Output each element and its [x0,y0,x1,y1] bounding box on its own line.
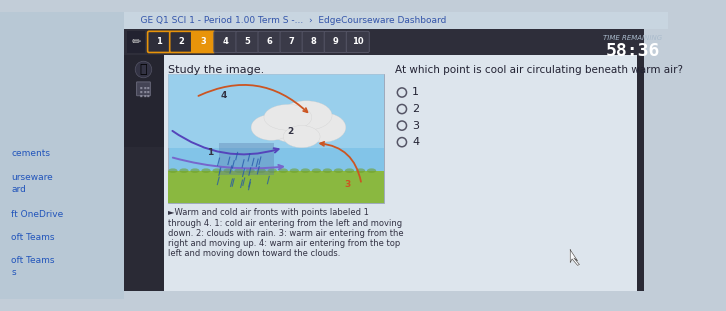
Ellipse shape [323,168,332,173]
FancyBboxPatch shape [236,31,259,53]
Text: Study the image.: Study the image. [168,65,264,75]
Ellipse shape [345,168,354,173]
Text: 9: 9 [333,37,338,46]
Text: 3: 3 [412,121,419,131]
Text: urseware: urseware [11,174,53,183]
FancyArrowPatch shape [198,85,307,112]
Polygon shape [570,250,579,265]
Ellipse shape [290,168,299,173]
Text: 5: 5 [245,37,250,46]
Ellipse shape [234,168,244,173]
Text: ■: ■ [147,90,150,94]
Ellipse shape [334,168,343,173]
FancyArrowPatch shape [320,142,361,182]
Ellipse shape [279,168,288,173]
Ellipse shape [301,168,310,173]
Text: ft OneDrive: ft OneDrive [11,210,63,219]
Text: ■: ■ [147,86,150,90]
Ellipse shape [280,101,332,130]
FancyBboxPatch shape [346,31,370,53]
Text: 58:36: 58:36 [605,42,660,60]
Ellipse shape [356,168,365,173]
Ellipse shape [201,168,211,173]
FancyBboxPatch shape [214,31,237,53]
Text: 4: 4 [222,37,228,46]
FancyBboxPatch shape [170,31,192,53]
Text: through 4. 1: cold air entering from the left and moving: through 4. 1: cold air entering from the… [168,219,402,228]
Ellipse shape [367,168,376,173]
FancyBboxPatch shape [124,55,164,147]
Text: 4: 4 [220,91,227,100]
Ellipse shape [300,113,346,142]
Text: oft Teams: oft Teams [11,233,54,242]
FancyBboxPatch shape [168,171,385,203]
FancyBboxPatch shape [192,31,215,53]
FancyBboxPatch shape [136,82,150,96]
FancyBboxPatch shape [258,31,281,53]
Ellipse shape [213,168,221,173]
Text: down. 2: clouds with rain. 3: warm air entering from the: down. 2: clouds with rain. 3: warm air e… [168,229,404,238]
Text: ■: ■ [144,90,146,94]
Text: ■: ■ [144,93,146,97]
FancyBboxPatch shape [302,31,325,53]
Ellipse shape [190,168,200,173]
Text: TIME REMAINING: TIME REMAINING [603,35,662,41]
Text: s: s [11,268,16,277]
Ellipse shape [245,168,255,173]
Ellipse shape [179,168,189,173]
Text: 8: 8 [311,37,317,46]
FancyBboxPatch shape [325,31,347,53]
Text: 10: 10 [352,37,364,46]
Text: left and moving down toward the clouds.: left and moving down toward the clouds. [168,249,340,258]
Ellipse shape [283,126,320,148]
Text: 2: 2 [179,37,184,46]
Text: 1: 1 [207,148,213,157]
Text: oft Teams: oft Teams [11,256,54,265]
Text: ■: ■ [144,86,146,90]
Text: 1: 1 [156,37,162,46]
Text: right and moving up. 4: warm air entering from the top: right and moving up. 4: warm air enterin… [168,239,401,248]
Ellipse shape [251,114,292,140]
Text: ►Warm and cold air fronts with points labeled 1: ►Warm and cold air fronts with points la… [168,208,370,217]
Text: 2: 2 [412,104,419,114]
FancyBboxPatch shape [124,29,644,55]
Text: 6: 6 [266,37,272,46]
Text: At which point is cool air circulating beneath warm air?: At which point is cool air circulating b… [396,65,683,75]
Text: ■: ■ [140,90,142,94]
Text: 4: 4 [412,137,419,147]
Text: 1: 1 [412,87,419,97]
FancyBboxPatch shape [124,12,668,29]
FancyBboxPatch shape [124,29,644,291]
Text: 3: 3 [200,37,206,46]
Ellipse shape [268,168,277,173]
Text: 2: 2 [287,128,294,137]
Ellipse shape [264,104,311,130]
FancyBboxPatch shape [168,74,385,203]
FancyBboxPatch shape [280,31,303,53]
Text: ard: ard [11,185,26,194]
FancyBboxPatch shape [164,55,637,291]
Ellipse shape [224,168,233,173]
Ellipse shape [265,106,330,143]
Circle shape [135,61,152,78]
Text: 3: 3 [345,180,351,189]
Text: GE Q1 SCI 1 - Period 1.00 Term S -...  ›  EdgeCourseware Dashboard: GE Q1 SCI 1 - Period 1.00 Term S -... › … [129,16,446,25]
FancyBboxPatch shape [219,143,274,175]
Ellipse shape [311,168,321,173]
Text: ■: ■ [147,93,150,97]
Ellipse shape [256,168,266,173]
Text: ■: ■ [140,86,142,90]
FancyArrowPatch shape [173,158,283,169]
Ellipse shape [168,168,178,173]
FancyBboxPatch shape [127,31,145,53]
FancyBboxPatch shape [0,12,124,299]
Text: ✏: ✏ [131,37,141,47]
Text: cements: cements [11,149,50,158]
FancyBboxPatch shape [168,74,385,148]
Text: ■: ■ [140,93,142,97]
Text: 🎧: 🎧 [139,63,147,76]
FancyBboxPatch shape [147,31,171,53]
Text: 7: 7 [289,37,295,46]
FancyArrowPatch shape [172,131,279,154]
